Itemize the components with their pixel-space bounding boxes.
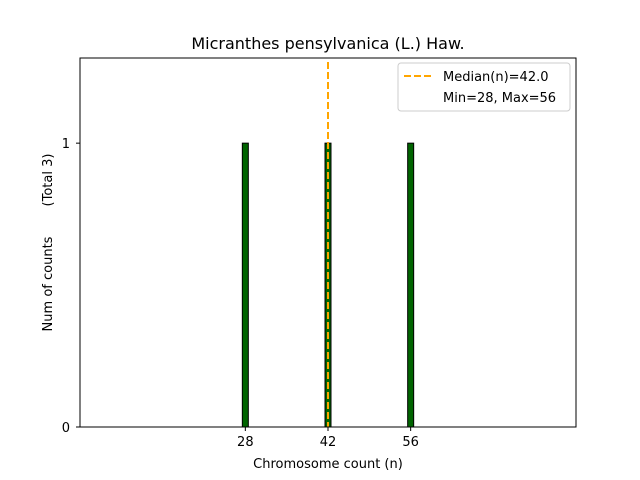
legend-box <box>397 62 571 112</box>
y-tick-label-0: 0 <box>62 421 70 436</box>
y-axis-ticks: 01 <box>62 137 80 436</box>
legend: Median(n)=42.0 Min=28, Max=56 <box>397 62 571 112</box>
y-axis-total-label: (Total 3) <box>41 154 56 207</box>
x-axis-label: Chromosome count (n) <box>253 457 403 472</box>
y-tick-label-1: 1 <box>62 137 70 152</box>
y-axis-label: Num of counts <box>41 236 56 331</box>
x-tick-label-56: 56 <box>402 435 419 450</box>
x-tick-label-42: 42 <box>320 435 337 450</box>
legend-entry-min-max: Min=28, Max=56 <box>443 91 556 106</box>
legend-entry-median: Median(n)=42.0 <box>443 70 549 85</box>
bar-56 <box>407 142 415 428</box>
bar-28 <box>241 142 249 428</box>
x-axis-ticks: 28 42 56 <box>237 427 419 450</box>
chart-title: Micranthes pensylvanica (L.) Haw. <box>191 34 464 53</box>
x-tick-label-28: 28 <box>237 435 254 450</box>
